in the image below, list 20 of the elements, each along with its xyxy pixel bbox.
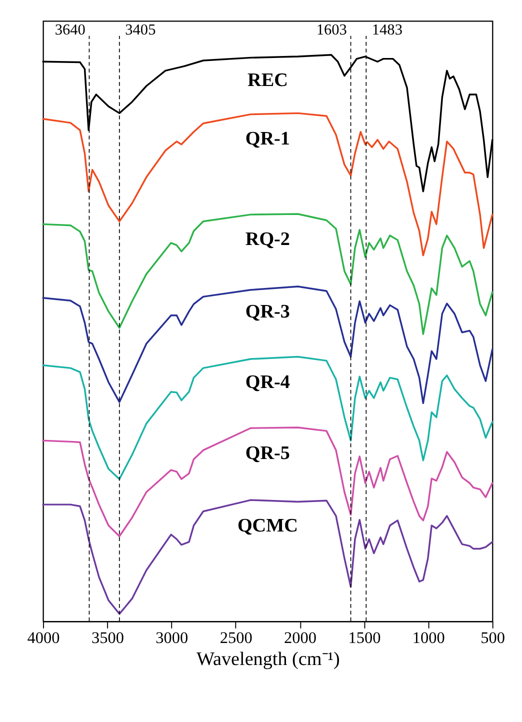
series-label: QR-3 [245,302,290,323]
series-label: QR-1 [245,128,290,150]
series-label: QCMC [237,515,298,536]
series-label: RQ-2 [245,229,290,250]
x-tick-label: 4000 [27,628,60,647]
x-tick-label: 500 [480,628,506,647]
x-tick-label: 2500 [220,628,252,647]
x-tick-label: 1500 [348,628,381,647]
series-label: QR-4 [245,372,290,393]
ref-line-label: 3640 [54,22,86,39]
x-tick-label: 3000 [156,628,188,647]
series-label: REC [248,70,288,92]
ref-line-label: 3405 [125,22,156,39]
x-tick-label: 1000 [412,628,445,647]
ref-line-label: 1483 [372,22,403,39]
x-axis-title: Wavelength (cm⁻¹) [196,648,340,670]
x-tick-label: 2000 [284,628,317,647]
ref-line-label: 1603 [316,22,348,39]
series-label: QR-5 [245,442,290,464]
x-tick-label: 3500 [91,628,124,647]
